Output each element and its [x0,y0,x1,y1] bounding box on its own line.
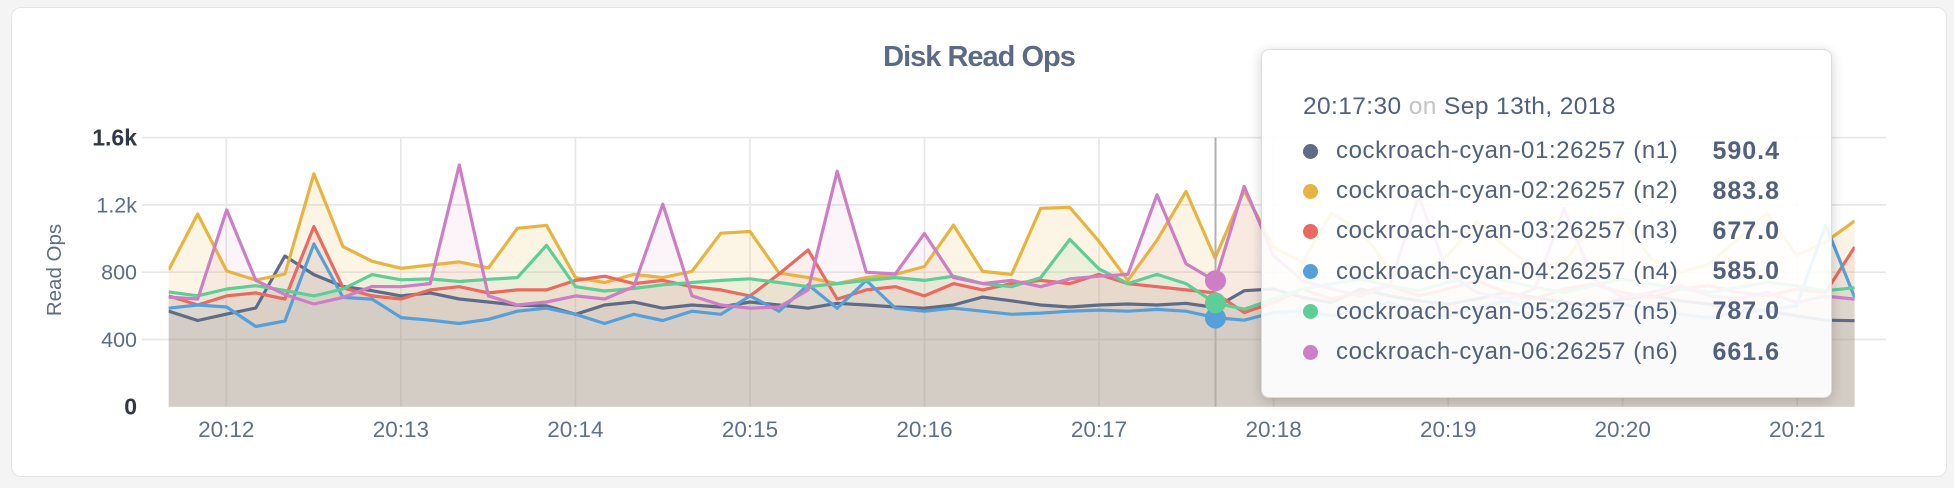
svg-text:20:13: 20:13 [373,417,429,442]
svg-text:20:15: 20:15 [722,417,778,442]
svg-text:400: 400 [101,328,137,352]
svg-text:20:12: 20:12 [198,417,254,442]
svg-text:20:14: 20:14 [547,417,603,442]
svg-text:Read Ops: Read Ops [43,224,66,316]
svg-text:20:16: 20:16 [896,417,952,442]
svg-text:1.6k: 1.6k [92,125,137,151]
svg-text:800: 800 [101,261,137,285]
svg-text:20:18: 20:18 [1245,417,1301,442]
svg-text:0: 0 [124,394,137,420]
svg-text:1.2k: 1.2k [96,193,137,217]
svg-text:20:19: 20:19 [1420,417,1476,442]
svg-text:20:20: 20:20 [1595,417,1651,442]
svg-text:20:17: 20:17 [1071,417,1127,442]
svg-text:20:21: 20:21 [1769,417,1825,442]
